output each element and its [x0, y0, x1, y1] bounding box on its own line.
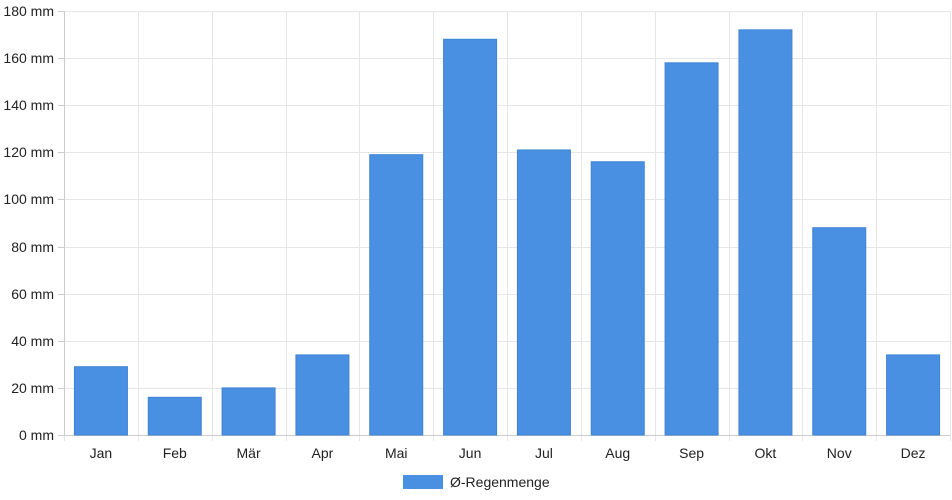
x-tick-label: Jun — [459, 445, 482, 461]
bar-series — [73, 29, 941, 436]
grid-lines — [64, 11, 951, 441]
x-tick-label: Apr — [312, 445, 334, 461]
bar-dez[interactable] — [886, 354, 941, 436]
x-tick-label: Mai — [385, 445, 408, 461]
x-tick-label: Dez — [901, 445, 926, 461]
y-tick-label: 160 mm — [3, 50, 54, 66]
y-tick-label: 140 mm — [3, 97, 54, 113]
y-tick-label: 0 mm — [19, 427, 54, 443]
x-tick-label: Jan — [90, 445, 113, 461]
x-tick-label: Nov — [827, 445, 852, 461]
y-tick-label: 20 mm — [11, 380, 54, 396]
bar-feb[interactable] — [147, 396, 202, 436]
legend[interactable]: Ø-Regenmenge — [403, 474, 550, 490]
bar-apr[interactable] — [295, 354, 350, 436]
bar-sep[interactable] — [664, 62, 719, 436]
y-axis-tick-labels: 0 mm 20 mm 40 mm 60 mm 80 mm 100 mm 120 mm 140 … — [3, 3, 54, 443]
x-tick-label: Feb — [163, 445, 187, 461]
bar-aug[interactable] — [590, 161, 645, 436]
bar-jun[interactable] — [443, 38, 498, 436]
x-tick-label: Okt — [755, 445, 777, 461]
bar-okt[interactable] — [738, 29, 793, 436]
y-tick-label: 80 mm — [11, 239, 54, 255]
y-tick-label: 100 mm — [3, 191, 54, 207]
y-tick-label: 180 mm — [3, 3, 54, 19]
bar-nov[interactable] — [812, 227, 867, 436]
y-tick-label: 60 mm — [11, 286, 54, 302]
x-tick-label: Aug — [605, 445, 630, 461]
x-tick-label: Sep — [679, 445, 704, 461]
legend-label-regenmenge[interactable]: Ø-Regenmenge — [450, 474, 550, 490]
x-tick-label: Jul — [535, 445, 553, 461]
y-tick-label: 120 mm — [3, 144, 54, 160]
legend-swatch[interactable] — [403, 475, 443, 489]
y-tick-label: 40 mm — [11, 333, 54, 349]
bar-jul[interactable] — [516, 149, 571, 436]
bar-mär[interactable] — [221, 387, 276, 436]
x-axis-tick-labels: Jan Feb Mär Apr Mai Jun Jul Aug Sep Okt Nov Dez — [90, 445, 926, 461]
bar-mai[interactable] — [369, 154, 424, 436]
axes — [58, 11, 950, 436]
bar-jan[interactable] — [73, 366, 128, 436]
x-tick-label: Mär — [237, 445, 261, 461]
